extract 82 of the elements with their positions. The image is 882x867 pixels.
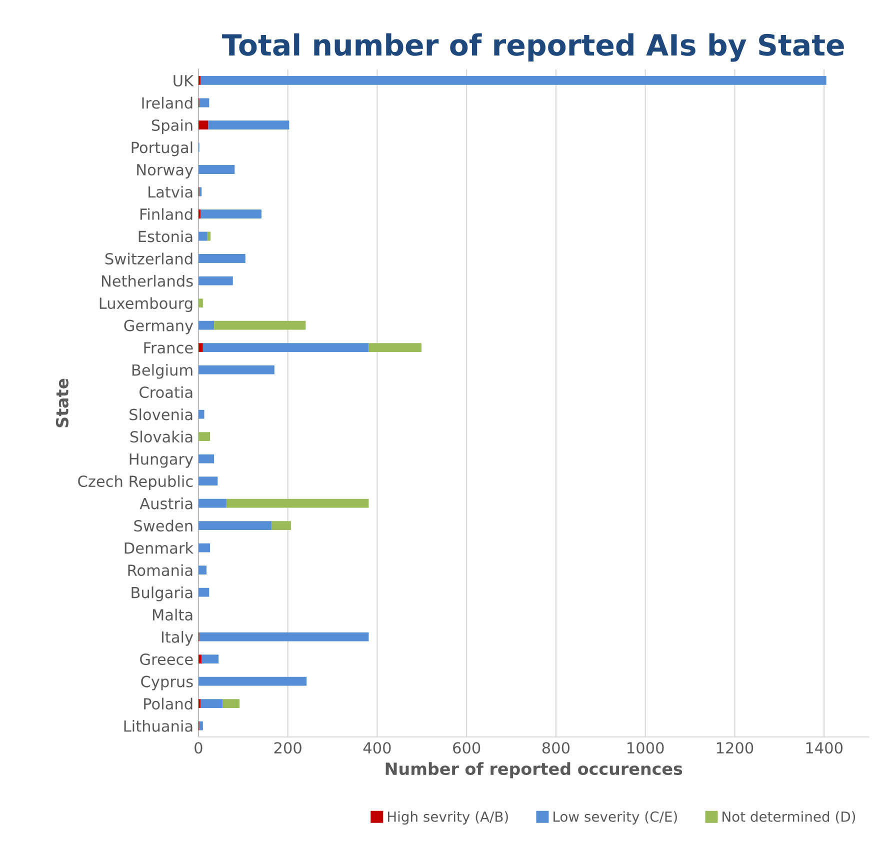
bar xyxy=(198,410,204,419)
y-axis-title: State xyxy=(56,378,68,428)
x-tick-label: 1400 xyxy=(806,742,843,754)
bar xyxy=(199,721,203,730)
y-tick-label: Poland xyxy=(144,698,192,710)
x-tick-label: 400 xyxy=(363,742,391,754)
bar xyxy=(200,699,223,708)
bar xyxy=(198,210,201,218)
y-tick-label: Croatia xyxy=(140,386,192,398)
x-tick-label: 0 xyxy=(194,742,202,754)
bar xyxy=(198,654,202,664)
bar xyxy=(200,210,262,218)
y-tick-label: Sweden xyxy=(134,520,192,532)
y-tick-label: Bulgaria xyxy=(132,586,192,602)
y-tick-label: Ireland xyxy=(142,96,192,109)
y-tick-label: Lithuania xyxy=(124,720,192,732)
bar xyxy=(198,320,214,330)
y-tick-label: Italy xyxy=(162,631,194,646)
bar xyxy=(198,76,201,85)
bar xyxy=(198,543,210,552)
bar xyxy=(198,254,246,263)
y-tick-label: Switzerland xyxy=(105,252,192,265)
y-tick-label: Romania xyxy=(128,564,192,576)
bar xyxy=(214,320,306,330)
y-tick-label: Latvia xyxy=(148,186,192,198)
y-tick-label: Hungary xyxy=(130,453,194,468)
y-tick-label: Malta xyxy=(152,608,192,621)
bar xyxy=(198,232,208,241)
bar xyxy=(198,343,203,352)
bar xyxy=(198,476,218,486)
bar xyxy=(226,498,369,508)
y-tick-label: Portugal xyxy=(132,141,192,156)
y-tick-label: Czech Republic xyxy=(78,475,193,490)
x-tick-label: 800 xyxy=(542,742,570,754)
bar xyxy=(208,120,290,130)
y-tick-label: Spain xyxy=(152,119,192,134)
x-tick-label: 600 xyxy=(453,742,480,754)
bar xyxy=(199,98,210,108)
bar xyxy=(198,521,272,530)
x-tick-label: 1200 xyxy=(716,742,754,754)
y-tick-label: Slovenia xyxy=(130,408,192,420)
bar xyxy=(198,165,235,174)
y-tick-label: Belgium xyxy=(132,364,192,379)
y-tick-label: Netherlands xyxy=(102,274,193,287)
bar xyxy=(198,699,201,708)
y-tick-label: UK xyxy=(174,75,194,87)
bar xyxy=(198,498,227,508)
bar xyxy=(198,676,307,686)
bar xyxy=(198,566,206,575)
bar xyxy=(198,365,274,374)
bar xyxy=(368,343,422,352)
bar xyxy=(207,232,211,241)
y-tick-label: Austria xyxy=(140,497,192,510)
y-tick-label: Estonia xyxy=(138,230,192,242)
bar xyxy=(198,454,214,464)
x-tick-label: 1000 xyxy=(628,742,664,754)
y-tick-label: Luxembourg xyxy=(100,297,192,312)
y-tick-label: France xyxy=(144,342,193,354)
y-tick-label: Denmark xyxy=(124,542,194,554)
bar xyxy=(202,343,369,352)
y-tick-label: Cyprus xyxy=(141,676,193,690)
chart-title: Total number of reported AIs by State xyxy=(222,33,844,62)
bar xyxy=(272,521,291,530)
y-tick-label: Greece xyxy=(140,654,193,666)
bar xyxy=(222,699,240,708)
legend-label: Low severity (C/E) xyxy=(554,811,677,825)
y-tick-label: Slovakia xyxy=(130,430,192,443)
bar xyxy=(198,120,208,130)
x-tick-label: 200 xyxy=(274,742,302,754)
bar xyxy=(200,76,826,85)
bar xyxy=(198,432,210,441)
bar xyxy=(198,588,210,597)
bar xyxy=(199,632,369,642)
y-tick-label: Norway xyxy=(137,164,194,178)
y-tick-label: Germany xyxy=(124,320,194,334)
bar xyxy=(198,276,233,286)
legend-label: High sevrity (A/B) xyxy=(388,811,508,825)
bar xyxy=(202,654,219,664)
legend-label: Not determined (D) xyxy=(722,811,856,824)
x-axis-title: Number of reported occurences xyxy=(386,762,682,778)
bar xyxy=(198,298,203,308)
y-tick-label: Finland xyxy=(140,208,192,220)
